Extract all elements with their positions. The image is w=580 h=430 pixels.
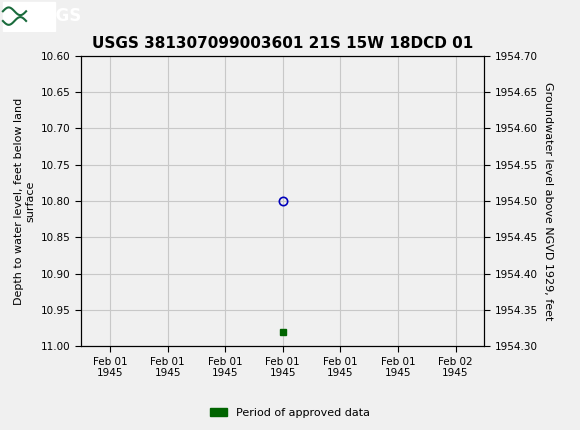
- Title: USGS 381307099003601 21S 15W 18DCD 01: USGS 381307099003601 21S 15W 18DCD 01: [92, 36, 473, 51]
- Y-axis label: Depth to water level, feet below land
surface: Depth to water level, feet below land su…: [14, 98, 35, 304]
- Legend: Period of approved data: Period of approved data: [206, 403, 374, 422]
- Y-axis label: Groundwater level above NGVD 1929, feet: Groundwater level above NGVD 1929, feet: [543, 82, 553, 320]
- Text: USGS: USGS: [30, 7, 81, 25]
- FancyBboxPatch shape: [3, 2, 55, 31]
